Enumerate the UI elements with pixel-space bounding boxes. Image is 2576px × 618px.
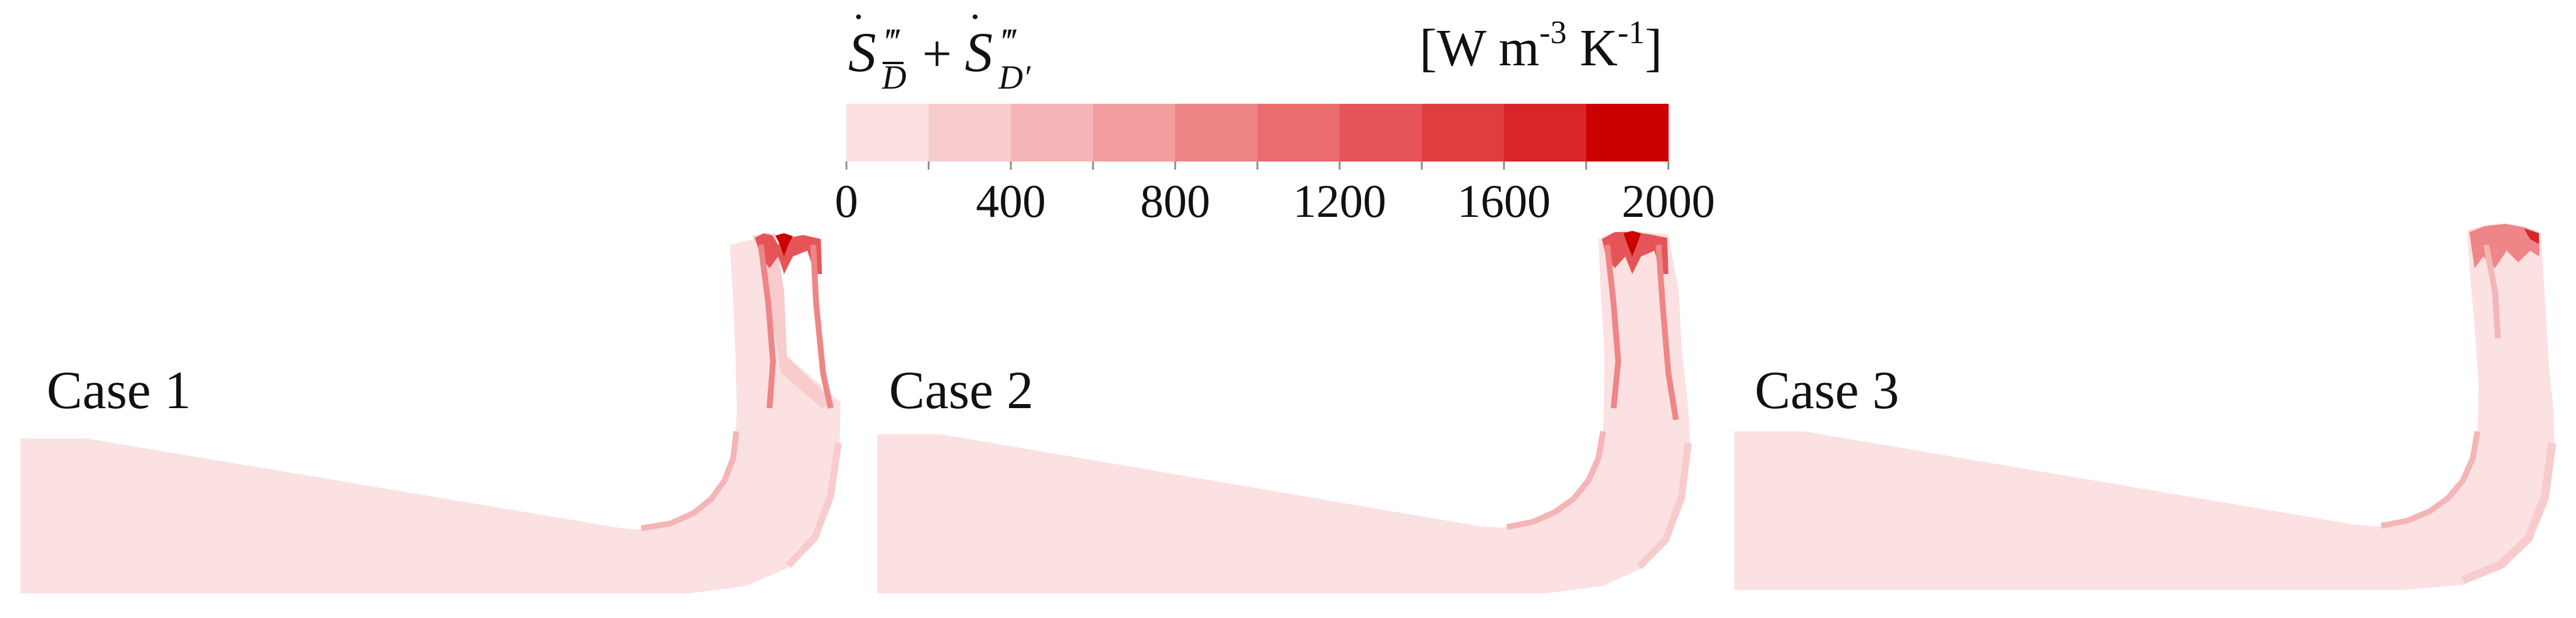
- quantity-plus: +: [922, 25, 952, 83]
- units-exp-1: -3: [1540, 15, 1567, 51]
- quantity-dot-1: ·: [853, 0, 863, 40]
- units-exp-2: -1: [1618, 15, 1645, 51]
- units-open: [W m: [1419, 19, 1540, 77]
- case-2-wall-top: [1506, 431, 1606, 530]
- case-3-label: Case 3: [1755, 360, 1899, 420]
- case-3-outlet-core: [2524, 229, 2539, 244]
- units-close: ]: [1645, 19, 1663, 77]
- case-1-label: Case 1: [47, 360, 191, 420]
- colorbar-swatch-9: [1504, 104, 1587, 161]
- quantity-subscript-1: D: [881, 58, 906, 96]
- case-3-wall-bottom: [2461, 443, 2556, 584]
- case-1-wall-bottom: [785, 443, 842, 568]
- case-1-wall-top: [641, 431, 739, 531]
- colorbar-swatch-3: [1011, 104, 1094, 161]
- colorbar-swatch-6: [1257, 104, 1340, 161]
- case-1-outlet-streak-left: [758, 244, 776, 409]
- units-mid: K: [1566, 19, 1618, 77]
- case-3-panel: Case 3: [1734, 223, 2556, 590]
- case-2-outlet-streak-right: [1656, 244, 1679, 420]
- quantity-prime-1: ‴: [883, 22, 900, 62]
- case-1-outlet-hotspot: [755, 233, 822, 274]
- colorbar: S · ‴ D + S · ‴ D′ [W m-3 K-1] 0 400 800 12…: [835, 0, 1715, 227]
- case-2-panel: Case 2: [877, 230, 1692, 594]
- colorbar-tick-label: 400: [976, 176, 1046, 227]
- quantity-symbol-2: S: [965, 21, 993, 83]
- case-3-outlet-streak: [2483, 244, 2501, 339]
- case-2-domain: [877, 230, 1691, 594]
- quantity-subscript-2: D′: [998, 58, 1031, 96]
- case-2-outlet-streak-left: [1604, 244, 1622, 409]
- case-1-outlet-core: [775, 233, 793, 257]
- case-1-panel: Case 1: [20, 233, 842, 594]
- colorbar-ticks: 0 400 800 1200 1600 2000: [835, 161, 1715, 227]
- case-2-outlet-hotspot: [1602, 232, 1668, 274]
- case-2-wall-bottom: [1636, 443, 1692, 570]
- colorbar-swatch-7: [1340, 104, 1422, 161]
- colorbar-swatch-4: [1093, 104, 1176, 161]
- case-3-wall-top: [2381, 431, 2480, 529]
- colorbar-swatch-10: [1586, 104, 1669, 161]
- colorbar-quantity-label: S · ‴ D + S · ‴ D′: [848, 0, 1031, 96]
- case-2-label: Case 2: [889, 360, 1034, 420]
- colorbar-tick-label: 800: [1140, 176, 1210, 227]
- case-1-outlet: [752, 233, 834, 408]
- colorbar-tick-label: 2000: [1622, 176, 1715, 227]
- case-1-outlet-streak-right: [810, 244, 834, 409]
- colorbar-swatch-1: [846, 104, 929, 161]
- quantity-prime-2: ‴: [1000, 22, 1017, 62]
- colorbar-swatch-5: [1175, 104, 1258, 161]
- quantity-dot-2: ·: [969, 0, 980, 40]
- case-2-outlet-core: [1623, 231, 1641, 257]
- colorbar-swatches: [846, 104, 1669, 161]
- colorbar-swatch-2: [929, 104, 1011, 161]
- case-1-domain: [20, 233, 841, 594]
- colorbar-tick-label: 1600: [1457, 176, 1551, 227]
- colorbar-tick-label: 1200: [1293, 176, 1386, 227]
- case-3-domain: [1734, 223, 2554, 590]
- colorbar-units-label: [W m-3 K-1]: [1419, 15, 1663, 77]
- colorbar-swatch-8: [1422, 104, 1505, 161]
- quantity-symbol-1: S: [848, 21, 876, 83]
- colorbar-tick-label: 0: [835, 176, 858, 227]
